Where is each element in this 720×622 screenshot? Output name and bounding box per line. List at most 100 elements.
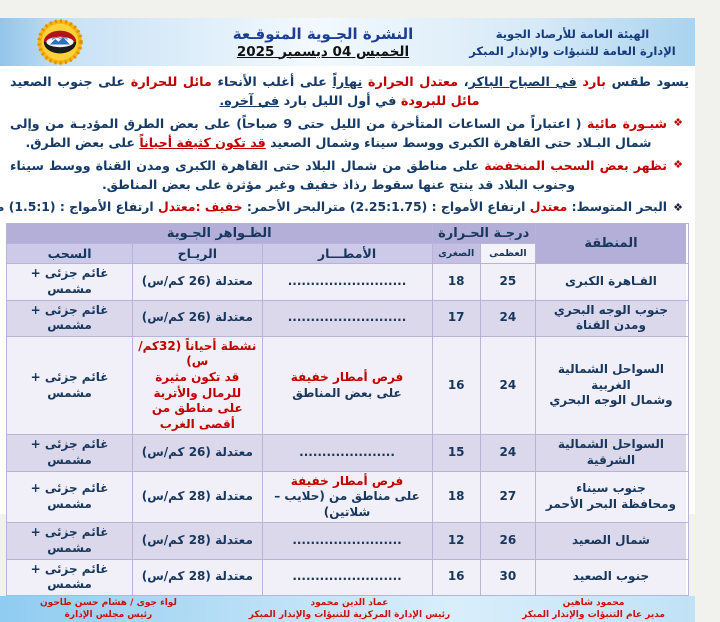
max-temp-cell: 27	[480, 471, 535, 523]
signature-central-admin-head: عماد الدين محمود رئيس الإدارة المركزية ل…	[249, 597, 450, 621]
table-row: جنوب الصعيد 30 16........................ م…	[7, 559, 688, 595]
text-segment: البحر المتوسط:	[567, 198, 667, 214]
table-row: جنوب الوجه البحري ومدن القناة 24 17........…	[7, 300, 688, 336]
column-header-min-temp: الصغرى	[432, 244, 480, 264]
rain-cell: ..........................	[262, 300, 432, 336]
text-segment: شبـورة مائية	[581, 116, 667, 132]
text-segment: ( اعتباراً من الساعات المتأخرة من الليل …	[10, 116, 652, 151]
text-segment: البحر الأحمر:	[242, 198, 326, 214]
text-segment: معتدلة (28 كم/س)	[141, 569, 253, 584]
signatures-footer: محمود شاهين مدير عام التنبؤات والإنذار ا…	[0, 595, 695, 622]
sea-state-line: ❖ البحر المتوسط: معتدل ارتفاع الأمواج : …	[0, 198, 689, 217]
authority-name: الهيئة العامة للأرصاد الجوية الإدارة الع…	[450, 24, 695, 59]
column-group-phenomena: الظـواهر الجـوية	[7, 224, 432, 244]
wind-cell: معتدلة (28 كم/س)	[133, 471, 262, 523]
region-cell: جنوب الصعيد	[535, 559, 688, 595]
clouds-cell: غائم جزئى + مشمس	[7, 264, 133, 300]
rain-cell: ..........................	[262, 264, 432, 300]
clouds-cell: غائم جزئى + مشمس	[7, 471, 133, 523]
column-header-rain: الأمطـــار	[262, 244, 432, 264]
bulletin-date: الخميس 04 ديسمبر 2025	[236, 43, 410, 60]
rain-cell: فرص أمطار خفيفة على بعض المناطق	[262, 336, 432, 435]
rain-cell: ........................	[262, 559, 432, 595]
rain-cell: ........................	[262, 523, 432, 559]
text-segment: معتدلة (26 كم/س)	[141, 274, 253, 289]
table-row: السواحل الشمالية الشرقية 24 15............…	[7, 435, 688, 471]
text-segment: على مناطق من أقصى الغرب	[151, 401, 243, 431]
max-temp-cell: 25	[480, 264, 535, 300]
text-segment: ..........................	[287, 310, 407, 325]
table-row: جنوب سيناء ومحافظة البحر الأحمر 27 18 فرص أم…	[7, 471, 688, 523]
clouds-paragraph-text: تظهر بعض السحب المنخفضة على مناطق من شما…	[10, 157, 667, 195]
signature-title: رئيس الإدارة المركزية للتنبؤات والإنذار …	[248, 609, 451, 620]
clouds-cell: غائم جزئى + مشمس	[7, 336, 133, 435]
text-segment: فرص أمطار خفيفة	[290, 370, 404, 384]
text-segment: بارد	[576, 75, 606, 90]
table-row: شمال الصعيد 26 12........................ م…	[7, 523, 688, 559]
text-segment: مائل للحرارة	[125, 75, 212, 90]
text-segment: على جنوب الصعيد	[10, 75, 126, 90]
text-segment: معتدل الحرارة	[362, 75, 459, 90]
text-segment: ........................	[292, 533, 402, 548]
signature-title: رئيس مجلس الإدارة	[64, 609, 153, 620]
min-temp-cell: 15	[432, 435, 480, 471]
region-cell: السواحل الشمالية الشرقية	[535, 435, 688, 471]
column-group-temperature: درجـة الحـرارة	[432, 224, 535, 244]
text-segment: قد تكون مثيرة للرمال والأتربة	[153, 370, 242, 400]
max-temp-cell: 24	[480, 336, 535, 435]
text-segment: ارتفاع الأمواج : (2.25:1.75) متر	[325, 198, 530, 214]
text-segment: على بعض المناطق	[292, 385, 402, 400]
rain-cell: .....................	[262, 435, 432, 471]
text-segment: ،	[458, 75, 469, 90]
mediterranean-sea-state: البحر المتوسط: معتدل ارتفاع الأمواج : (2…	[325, 199, 667, 214]
forecast-paragraph-clouds: ❖ تظهر بعض السحب المنخفضة على مناطق من ش…	[10, 157, 689, 195]
text-segment: فرص أمطار خفيفة	[290, 473, 404, 488]
min-temp-cell: 18	[432, 471, 480, 523]
text-segment: معتدلة (26 كم/س)	[141, 445, 253, 460]
wind-cell: نشطة أحياناً (32كم/س) قد تكون مثيرة للرما…	[133, 336, 262, 435]
text-segment: في آخره.	[219, 94, 280, 110]
diamond-bullet-icon: ❖	[673, 116, 683, 130]
max-temp-cell: 24	[480, 300, 535, 336]
region-cell: القـاهرة الكبرى	[535, 264, 688, 300]
column-header-max-temp: العظمى	[480, 244, 535, 264]
diamond-bullet-icon: ❖	[673, 158, 683, 172]
text-segment: مائل للبرودة	[396, 94, 480, 110]
text-segment: معتدل	[529, 198, 568, 214]
text-segment: ........................	[292, 569, 402, 584]
forecast-table-body: القـاهرة الكبرى 25 18.....................…	[7, 264, 688, 595]
page-title: النشرة الجـوية المتوقـعة	[232, 24, 414, 43]
table-row: القـاهرة الكبرى 25 18.....................…	[7, 264, 688, 300]
bulletin-title-block: النشرة الجـوية المتوقـعة الخميس 04 ديسمب…	[198, 25, 448, 60]
text-segment: نشطة أحياناً (32كم/س)	[138, 338, 257, 369]
region-cell: جنوب سيناء ومحافظة البحر الأحمر	[535, 471, 688, 523]
wind-cell: معتدلة (26 كم/س)	[133, 300, 262, 336]
header-band: الهيئة العامة للأرصاد الجوية الإدارة الع…	[0, 18, 695, 66]
min-temp-cell: 12	[432, 523, 480, 559]
region-cell: جنوب الوجه البحري ومدن القناة	[535, 300, 688, 336]
region-cell: السواحل الشمالية الغربية وشمال الوجه البح…	[535, 336, 688, 435]
clouds-cell: غائم جزئى + مشمس	[7, 559, 133, 595]
rain-cell: فرص أمطار خفيفة على مناطق من (حلايب – شلا…	[262, 471, 432, 523]
forecast-table: المنطقة درجـة الحـرارة الظـواهر الجـوية …	[6, 223, 689, 596]
text-segment: نهاراً	[332, 75, 363, 90]
diamond-bullet-icon: ❖	[673, 200, 683, 214]
text-segment: ارتفاع الأمواج : (1.5:1) متر	[0, 198, 154, 214]
max-temp-cell: 30	[480, 559, 535, 595]
clouds-cell: غائم جزئى + مشمس	[7, 435, 133, 471]
max-temp-cell: 26	[480, 523, 535, 559]
text-segment: خفيف :معتدل	[157, 198, 243, 214]
forecast-text-section: يسود طقس بارد في الصباح الباكر، معتدل ال…	[0, 66, 695, 220]
text-segment: في أول الليل بارد	[279, 94, 397, 110]
wind-cell: معتدلة (26 كم/س)	[133, 435, 262, 471]
text-segment: معتدلة (28 كم/س)	[141, 533, 253, 548]
text-segment: ..........................	[287, 274, 407, 289]
text-segment: على أغلب الأنحاء	[211, 75, 333, 90]
wind-cell: معتدلة (28 كم/س)	[133, 523, 262, 559]
text-segment: على بعض الطرق.	[25, 135, 140, 151]
text-segment: قد تكون كثيفة أحياناً	[139, 135, 266, 151]
text-segment: في الصباح الباكر	[468, 75, 577, 90]
text-segment: على مناطق من شمال البلاد حتى القاهرة الك…	[10, 158, 575, 193]
text-segment: معتدلة (28 كم/س)	[141, 489, 253, 504]
signature-name: عماد الدين محمود	[310, 597, 389, 608]
